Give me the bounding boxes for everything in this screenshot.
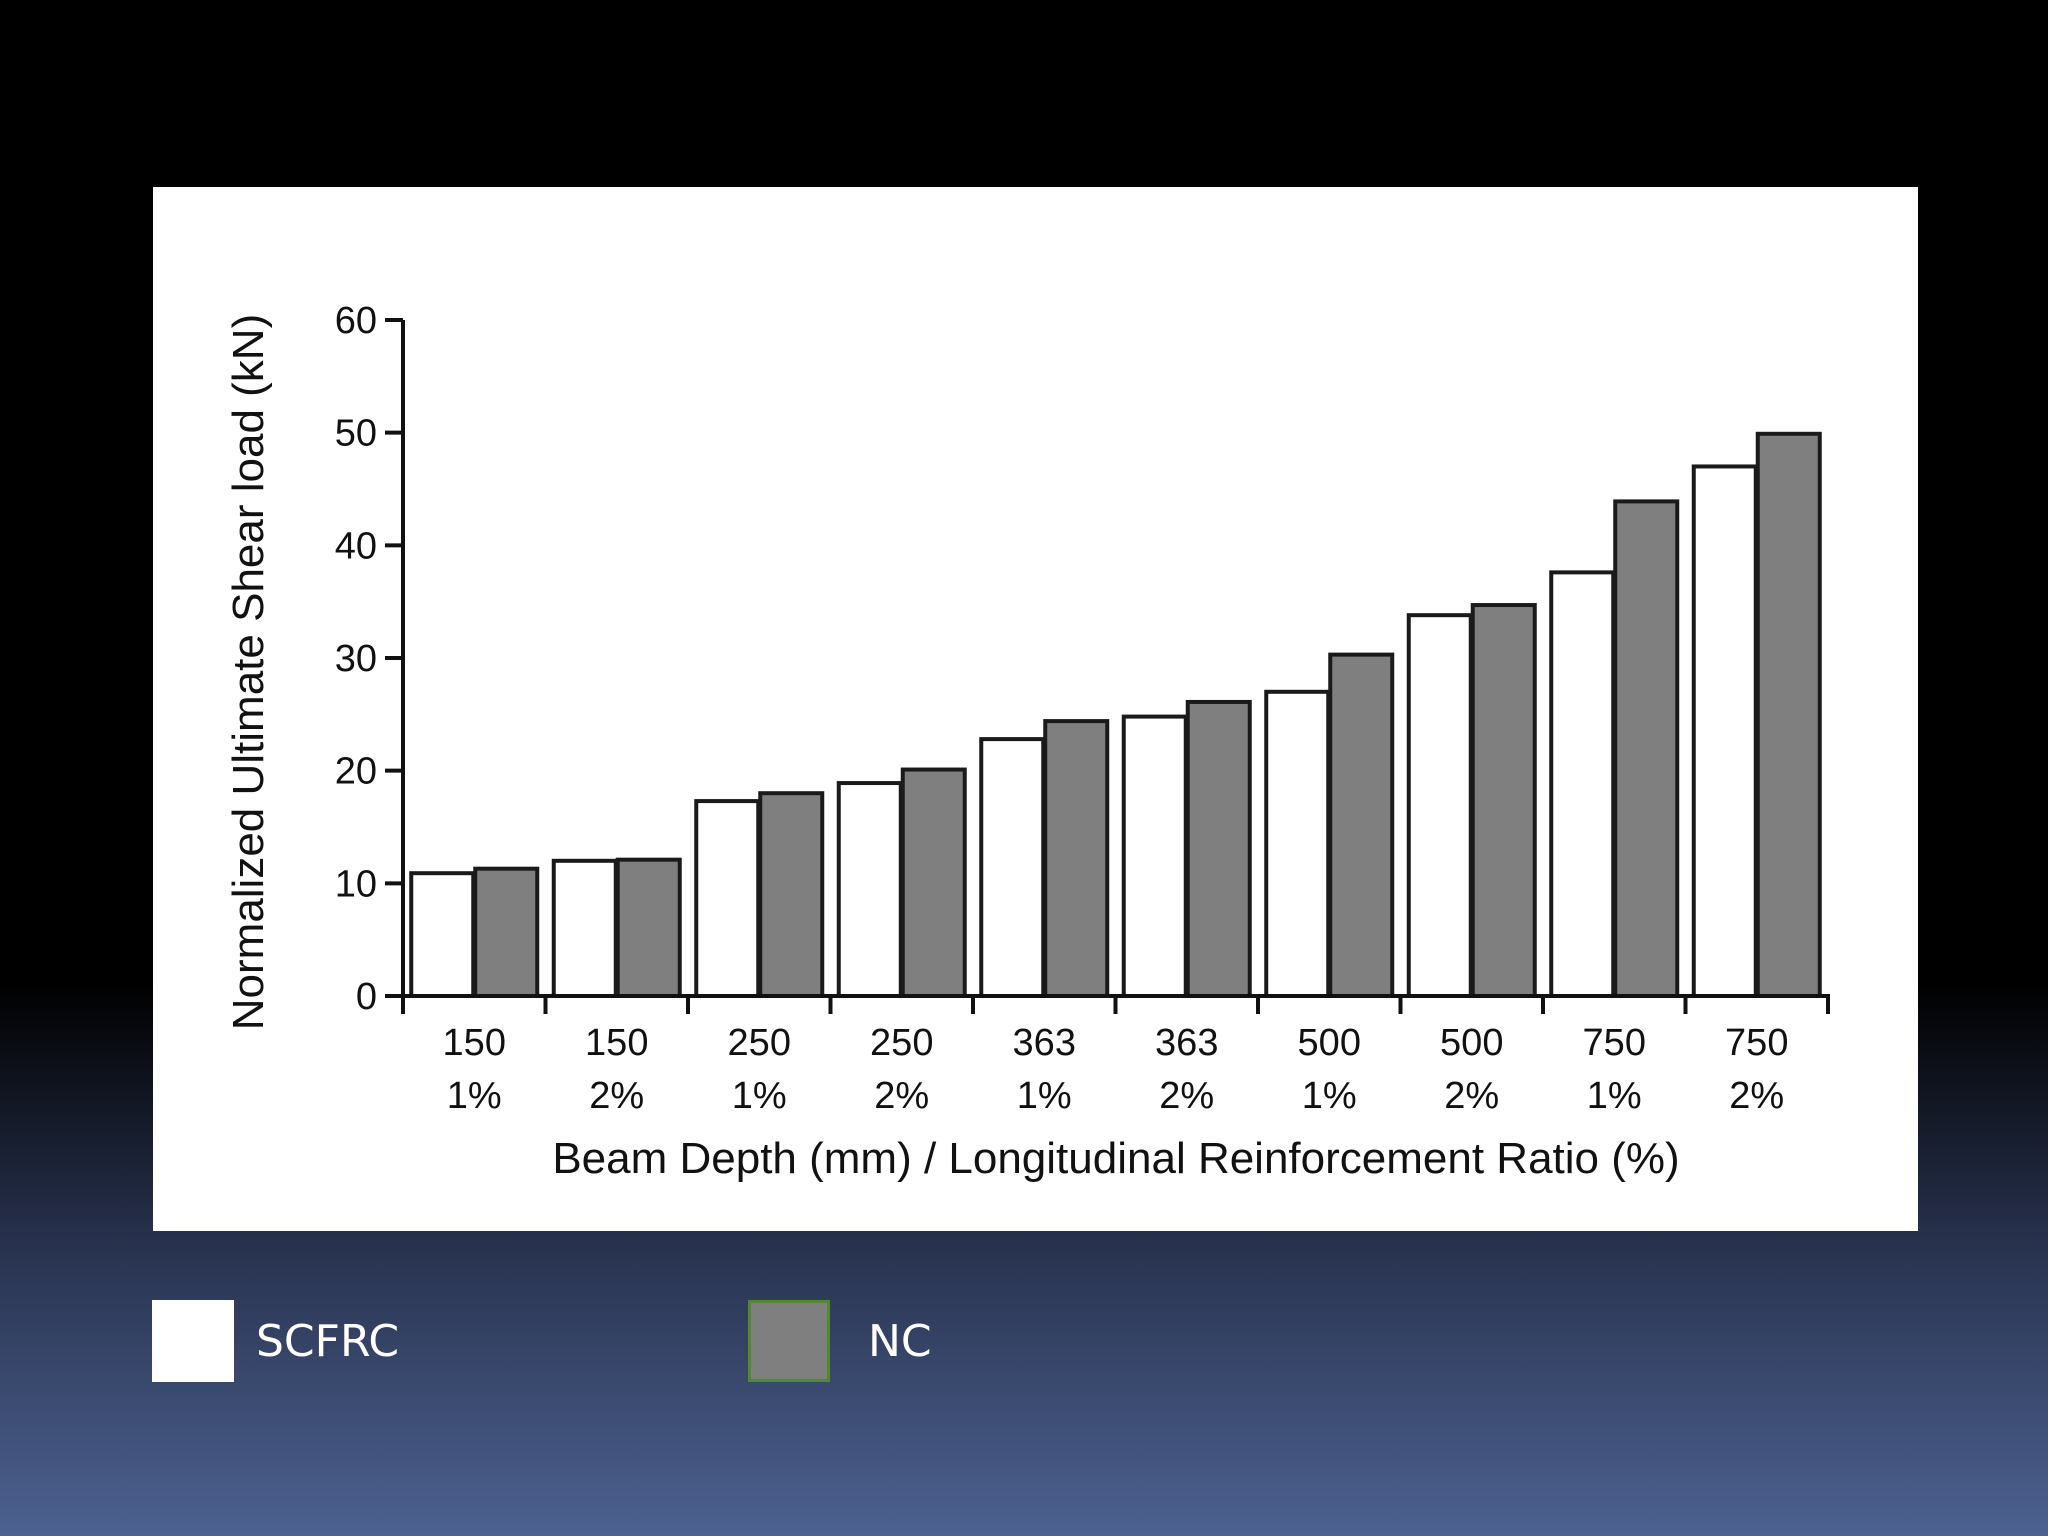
bar-scfrc-363-1pct <box>979 737 1046 998</box>
bar-scfrc-250-2pct <box>836 781 903 998</box>
bar-scfrc-250-1pct <box>694 799 761 998</box>
bar-scfrc-750-1pct <box>1549 570 1616 998</box>
text-layer: 0 10 20 30 40 50 60 150 1% 150 2% 250 1% 250 2% 363 1% 36… <box>224 300 1788 1183</box>
x-tick-label-ratio-3: 2% <box>874 1075 929 1117</box>
x-tick-label-depth-2: 250 <box>728 1022 791 1064</box>
x-axis-title: Beam Depth (mm) / Longitudinal Reinforce… <box>552 1134 1679 1183</box>
bar-nc-363-2pct <box>1185 699 1252 998</box>
chart-panel: 0 10 20 30 40 50 60 150 1% 150 2% 250 1% 250 2% 363 1% 36… <box>153 187 1918 1231</box>
x-tick-label-ratio-8: 1% <box>1587 1075 1642 1117</box>
bar-nc-500-1pct <box>1328 652 1395 998</box>
legend-item-nc: NC <box>748 1298 932 1384</box>
y-tick-label-30: 30 <box>335 638 377 680</box>
x-tick-label-depth-3: 250 <box>870 1022 933 1064</box>
y-tick-label-50: 50 <box>335 413 377 455</box>
bar-nc-150-2pct <box>615 857 682 998</box>
x-tick-label-ratio-2: 1% <box>732 1075 787 1117</box>
legend-swatch-nc <box>748 1300 830 1382</box>
bar-scfrc-500-1pct <box>1264 689 1331 998</box>
x-tick-label-ratio-1: 2% <box>589 1075 644 1117</box>
axes-layer <box>385 318 1830 1014</box>
y-tick-label-40: 40 <box>335 525 377 567</box>
bar-nc-150-1pct <box>473 866 540 998</box>
y-tick-label-20: 20 <box>335 751 377 793</box>
y-tick-label-60: 60 <box>335 300 377 342</box>
x-tick-label-depth-7: 500 <box>1440 1022 1503 1064</box>
x-tick-label-ratio-0: 1% <box>447 1075 502 1117</box>
y-tick-label-10: 10 <box>335 863 377 905</box>
legend-item-scfrc: SCFRC <box>152 1298 399 1384</box>
bar-chart: 0 10 20 30 40 50 60 150 1% 150 2% 250 1% 250 2% 363 1% 36… <box>224 300 1830 1183</box>
bar-nc-250-2pct <box>900 767 967 998</box>
x-tick-label-depth-8: 750 <box>1583 1022 1646 1064</box>
bar-nc-750-1pct <box>1613 499 1680 998</box>
bar-nc-500-2pct <box>1470 603 1537 998</box>
x-tick-label-depth-5: 363 <box>1155 1022 1218 1064</box>
legend-swatch-scfrc <box>152 1300 234 1382</box>
bar-scfrc-150-2pct <box>551 858 618 998</box>
bar-scfrc-363-2pct <box>1121 714 1188 998</box>
x-tick-label-ratio-9: 2% <box>1729 1075 1784 1117</box>
x-tick-label-depth-0: 150 <box>443 1022 506 1064</box>
x-tick-label-ratio-5: 2% <box>1159 1075 1214 1117</box>
bar-scfrc-750-2pct <box>1691 464 1758 998</box>
x-tick-label-ratio-6: 1% <box>1302 1075 1357 1117</box>
x-tick-label-ratio-4: 1% <box>1017 1075 1072 1117</box>
bar-scfrc-150-1pct <box>409 871 476 999</box>
x-tick-label-depth-6: 500 <box>1298 1022 1361 1064</box>
legend-label-nc: NC <box>868 1315 932 1367</box>
x-tick-label-depth-1: 150 <box>585 1022 648 1064</box>
bar-nc-363-1pct <box>1043 719 1110 998</box>
y-axis-title: Normalized Ultimate Shear load (kN) <box>224 314 273 1030</box>
legend-label-scfrc: SCFRC <box>256 1315 400 1367</box>
bars-layer <box>409 431 1822 999</box>
bar-nc-250-1pct <box>758 791 825 999</box>
bar-nc-750-2pct <box>1755 431 1822 998</box>
x-tick-label-depth-9: 750 <box>1725 1022 1788 1064</box>
x-tick-label-depth-4: 363 <box>1013 1022 1076 1064</box>
bar-scfrc-500-2pct <box>1406 613 1473 998</box>
y-tick-label-0: 0 <box>356 976 377 1018</box>
x-tick-label-ratio-7: 2% <box>1444 1075 1499 1117</box>
